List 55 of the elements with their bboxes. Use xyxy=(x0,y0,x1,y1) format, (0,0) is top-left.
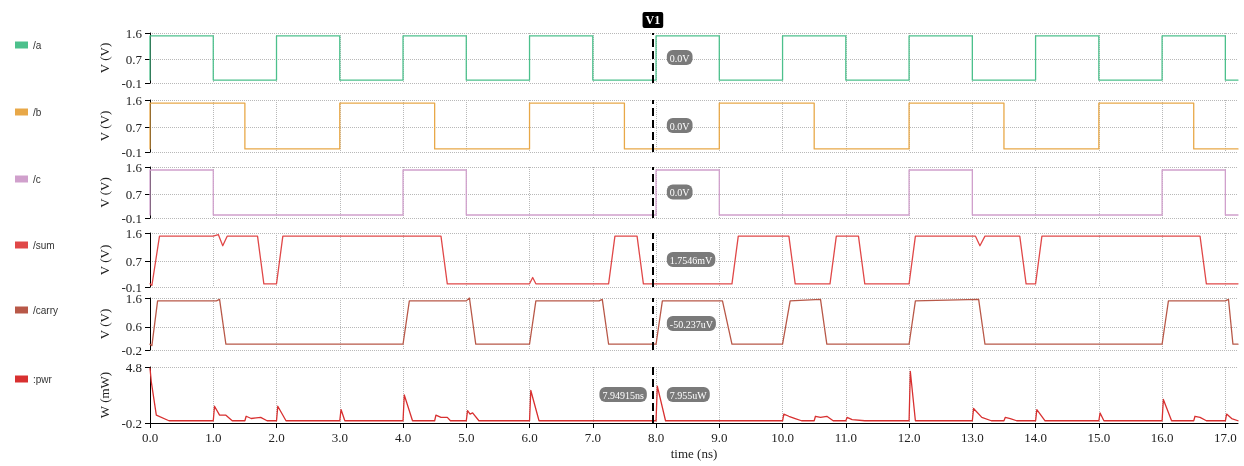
legend-label: :pwr xyxy=(33,373,53,385)
annotation: 7.94915ns xyxy=(602,389,644,401)
x-tick-label: 15.0 xyxy=(1087,430,1111,445)
y-tick-label: -0.1 xyxy=(121,75,142,91)
x-tick-label: 6.0 xyxy=(521,430,538,445)
x-tick-label: 8.0 xyxy=(647,430,665,445)
x-tick-label: 13.0 xyxy=(960,430,984,445)
y-axis-title: V (V) xyxy=(96,110,112,142)
x-tick-label: 4.0 xyxy=(394,430,412,445)
x-tick-label: 1.0 xyxy=(205,430,222,445)
x-tick-label: 10.0 xyxy=(771,430,794,445)
x-tick-label: 14.0 xyxy=(1024,430,1047,445)
y-tick-label: 1.6 xyxy=(125,225,143,241)
y-tick-label: -0.1 xyxy=(121,210,142,226)
x-tick-label: 12.0 xyxy=(897,430,921,445)
y-tick-label: 0.7 xyxy=(125,51,143,67)
legend-label: /a xyxy=(33,39,42,51)
y-tick-label: -0.2 xyxy=(121,342,142,358)
x-tick-label: 9.0 xyxy=(711,430,728,445)
y-tick-label: 0.6 xyxy=(125,319,143,335)
x-tick-label: 7.0 xyxy=(584,430,601,445)
y-axis-title: V (V) xyxy=(96,177,112,208)
y-tick-label: -0.1 xyxy=(121,279,142,295)
x-tick-label: 11.0 xyxy=(834,430,857,445)
y-axis-title: V (V) xyxy=(96,308,112,340)
annotation: 0.0V xyxy=(669,187,691,198)
legend-label: /c xyxy=(33,173,41,185)
ref-line-label: V1 xyxy=(645,13,661,27)
y-axis-title: W (mW) xyxy=(96,371,112,419)
legend-label: /carry xyxy=(33,304,58,316)
legend-label: /sum xyxy=(33,239,55,251)
y-tick-label: 0.7 xyxy=(125,186,143,202)
y-tick-label: -0.1 xyxy=(121,144,142,160)
annotation: -50.237uV xyxy=(669,318,714,330)
y-tick-label: 1.6 xyxy=(125,159,143,175)
x-tick-label: 17.0 xyxy=(1213,430,1237,445)
annotation: 0.0V xyxy=(669,120,691,132)
y-tick-label: 4.8 xyxy=(125,359,142,375)
x-axis-title: time (ns) xyxy=(670,446,718,461)
x-tick-label: 0.0 xyxy=(141,430,159,445)
y-axis-title: V (V) xyxy=(96,42,112,74)
x-tick-label: 5.0 xyxy=(458,430,475,445)
x-tick-label: 3.0 xyxy=(331,430,348,445)
x-tick-label: 16.0 xyxy=(1150,430,1174,445)
annotation: 0.0V xyxy=(669,52,691,64)
y-tick-label: 1.6 xyxy=(125,92,143,108)
y-axis-title: V (V) xyxy=(96,244,112,276)
y-tick-label: 0.7 xyxy=(125,254,143,270)
annotation: 1.7546mV xyxy=(669,254,714,266)
legend-label: /b xyxy=(33,106,42,118)
y-tick-label: 1.6 xyxy=(125,25,143,41)
y-tick-label: -0.2 xyxy=(121,415,142,431)
x-tick-label: 2.0 xyxy=(268,430,285,445)
annotation: 7.955uW xyxy=(669,389,708,401)
y-tick-label: 0.7 xyxy=(125,120,143,136)
